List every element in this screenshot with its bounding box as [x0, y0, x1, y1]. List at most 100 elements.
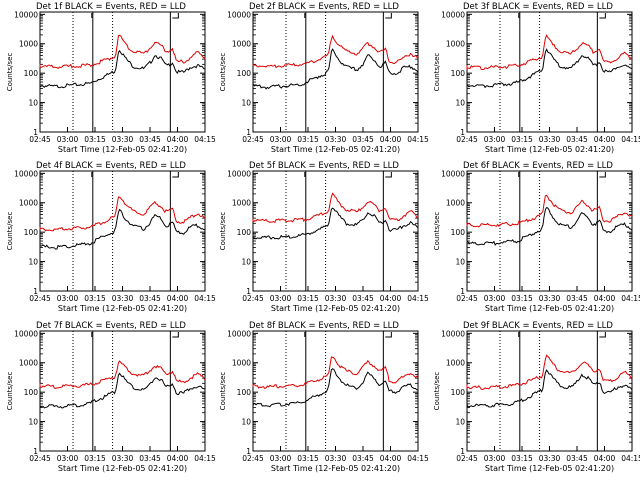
- x-tick-label: 03:45: [139, 294, 161, 303]
- panel-det-6: Det 6f BLACK = Events, RED = LLD 1 10 100 10…: [433, 161, 640, 313]
- y-tick-label: 1000: [232, 359, 251, 368]
- attenuator-marker: [172, 13, 179, 19]
- y-tick-label: 100: [24, 228, 39, 237]
- y-tick-label: 10: [241, 418, 251, 427]
- series-lld-line: [466, 34, 633, 71]
- x-tick-label: 02:45: [29, 294, 51, 303]
- y-tick-label: 100: [24, 69, 39, 78]
- y-tick-label: 1: [33, 287, 38, 296]
- y-tick-label: 1000: [19, 359, 38, 368]
- y-tick-label: 10000: [14, 169, 38, 178]
- panel-title: Det 1f BLACK = Events, RED = LLD: [36, 2, 186, 12]
- x-axis-label: Start Time (12-Feb-05 02:41:20): [271, 464, 400, 473]
- x-tick-label: 03:00: [484, 454, 506, 463]
- x-tick-label: 04:15: [621, 294, 640, 303]
- panel-title: Det 4f BLACK = Events, RED = LLD: [36, 161, 186, 171]
- x-tick-label: 03:15: [84, 454, 106, 463]
- x-tick-label: 03:15: [84, 135, 106, 144]
- y-tick-label: 1000: [232, 199, 251, 208]
- series-events-line: [466, 206, 633, 246]
- x-axis-label: Start Time (12-Feb-05 02:41:20): [485, 304, 614, 313]
- x-tick-label: 04:00: [380, 135, 402, 144]
- series-events-line: [39, 208, 206, 250]
- x-tick-label: 03:00: [484, 135, 506, 144]
- y-tick-label: 100: [237, 228, 252, 237]
- y-tick-label: 100: [451, 388, 466, 397]
- y-axis-label: Counts/sec: [219, 372, 227, 411]
- x-tick-label: 04:15: [407, 135, 429, 144]
- x-tick-label: 04:00: [594, 454, 616, 463]
- x-tick-label: 04:00: [594, 294, 616, 303]
- x-tick-label: 02:45: [242, 454, 264, 463]
- y-tick-label: 10000: [14, 10, 38, 19]
- y-axis-label: Counts/sec: [6, 53, 14, 92]
- plot-frame: [39, 330, 206, 452]
- series-lld-line: [252, 356, 419, 390]
- x-tick-label: 03:30: [112, 294, 134, 303]
- y-tick-label: 10000: [441, 329, 465, 338]
- attenuator-marker: [172, 332, 179, 338]
- series-events-line: [39, 372, 206, 409]
- x-tick-label: 03:30: [112, 135, 134, 144]
- y-tick-label: 1: [460, 447, 465, 456]
- x-tick-label: 03:15: [511, 454, 533, 463]
- x-axis-label: Start Time (12-Feb-05 02:41:20): [485, 145, 614, 154]
- series-events-line: [252, 368, 419, 408]
- y-tick-label: 10000: [227, 169, 251, 178]
- x-tick-label: 03:45: [139, 135, 161, 144]
- x-tick-label: 04:15: [621, 454, 640, 463]
- y-tick-label: 10: [28, 99, 38, 108]
- y-tick-label: 10000: [227, 10, 251, 19]
- x-axis-label: Start Time (12-Feb-05 02:41:20): [58, 304, 187, 313]
- y-tick-label: 10: [455, 418, 465, 427]
- series-lld-line: [252, 34, 419, 69]
- series-lld-line: [466, 354, 633, 391]
- panel-det-8: Det 8f BLACK = Events, RED = LLD 1 10 100 10…: [219, 321, 429, 473]
- x-tick-label: 03:15: [511, 294, 533, 303]
- x-tick-label: 04:15: [194, 454, 216, 463]
- x-tick-label: 03:45: [566, 454, 588, 463]
- series-events-line: [466, 48, 633, 89]
- x-tick-label: 03:30: [112, 454, 134, 463]
- plot-frame: [466, 170, 633, 292]
- plot-frame: [252, 11, 419, 133]
- y-tick-label: 100: [451, 69, 466, 78]
- y-tick-label: 1000: [19, 40, 38, 49]
- x-axis-label: Start Time (12-Feb-05 02:41:20): [271, 304, 400, 313]
- plot-frame: [39, 170, 206, 292]
- x-tick-label: 03:45: [566, 135, 588, 144]
- x-axis-label: Start Time (12-Feb-05 02:41:20): [485, 464, 614, 473]
- x-tick-label: 03:30: [539, 294, 561, 303]
- y-tick-label: 10: [455, 258, 465, 267]
- panel-det-2: Det 2f BLACK = Events, RED = LLD 1 10 100 10…: [219, 2, 429, 154]
- y-tick-label: 100: [237, 69, 252, 78]
- y-tick-label: 1000: [446, 199, 465, 208]
- x-tick-label: 03:00: [270, 135, 292, 144]
- x-tick-label: 03:45: [352, 454, 374, 463]
- panel-det-1: Det 1f BLACK = Events, RED = LLD 1 10 100 10…: [6, 2, 216, 154]
- series-events-line: [39, 49, 206, 89]
- series-events-line: [466, 369, 633, 408]
- x-tick-label: 04:15: [194, 294, 216, 303]
- attenuator-marker: [385, 332, 392, 338]
- y-tick-label: 1: [460, 287, 465, 296]
- y-tick-label: 1: [246, 447, 251, 456]
- attenuator-marker: [385, 13, 392, 19]
- panel-title: Det 9f BLACK = Events, RED = LLD: [463, 321, 613, 331]
- y-tick-label: 10000: [227, 329, 251, 338]
- y-tick-label: 1: [33, 128, 38, 137]
- y-tick-label: 1000: [19, 199, 38, 208]
- plot-frame: [466, 330, 633, 452]
- panel-det-3: Det 3f BLACK = Events, RED = LLD 1 10 100 10…: [433, 2, 640, 154]
- x-tick-label: 02:45: [242, 135, 264, 144]
- x-tick-label: 03:00: [484, 294, 506, 303]
- y-tick-label: 1000: [232, 40, 251, 49]
- y-tick-label: 10000: [441, 10, 465, 19]
- series-events-line: [252, 48, 419, 90]
- attenuator-marker: [172, 172, 179, 178]
- series-lld-line: [466, 194, 633, 228]
- y-axis-label: Counts/sec: [433, 212, 441, 251]
- x-tick-label: 03:15: [297, 454, 319, 463]
- x-tick-label: 04:15: [194, 135, 216, 144]
